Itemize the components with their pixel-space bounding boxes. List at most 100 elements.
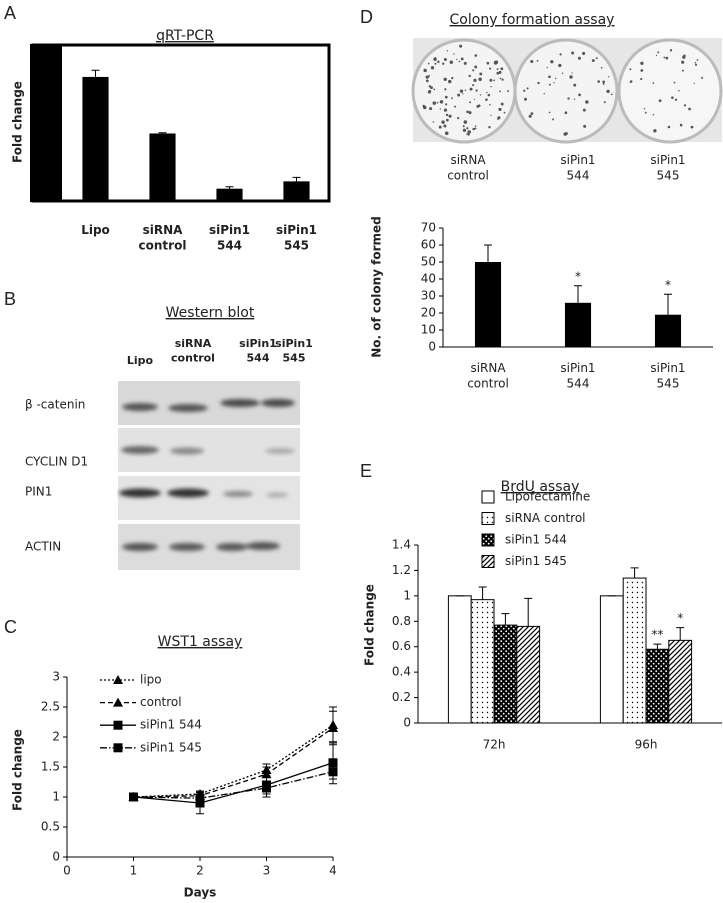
colony-dot xyxy=(693,82,695,84)
colony-dot xyxy=(486,61,490,65)
y-axis-title: No. of colony formed xyxy=(370,216,384,358)
colony-dot xyxy=(606,89,610,94)
bar xyxy=(82,76,109,200)
colony-dot xyxy=(674,98,678,101)
marker xyxy=(328,758,338,768)
colony-dot xyxy=(528,114,532,118)
colony-dot xyxy=(457,117,460,120)
colony-dot xyxy=(497,116,501,120)
y-tick-label: 60 xyxy=(421,238,436,252)
colony-dot xyxy=(445,103,448,106)
colony-dot xyxy=(467,130,471,134)
y-axis-title: Fold change xyxy=(11,81,25,163)
colony-dot xyxy=(468,111,472,115)
colony-dot xyxy=(439,108,442,110)
colony-dot xyxy=(683,54,686,58)
error-bar xyxy=(158,132,167,134)
colony-dot xyxy=(501,78,504,81)
y-tick-label: 20 xyxy=(421,306,436,320)
colony-dot xyxy=(658,99,662,103)
y-tick-label: 0.4 xyxy=(392,665,411,679)
colony-dot xyxy=(469,101,472,104)
colony-dot xyxy=(640,78,643,81)
colony-dot xyxy=(577,56,581,60)
significance: * xyxy=(575,269,581,283)
colony-dot xyxy=(673,81,676,84)
lane-label: siRNA control xyxy=(171,337,215,364)
colony-dot xyxy=(443,77,447,81)
colony-dot xyxy=(548,111,551,114)
colony-dot xyxy=(448,79,452,84)
marker xyxy=(195,793,205,803)
y-tick-label: 0.6 xyxy=(392,639,411,653)
colony-dot xyxy=(500,102,504,106)
colony-dot xyxy=(669,49,673,52)
colony-dot xyxy=(507,90,510,92)
marker xyxy=(113,720,123,730)
y-tick-label: 30 xyxy=(421,289,436,303)
y-tick-label: 0.5 xyxy=(41,820,60,834)
significance: * xyxy=(665,278,671,292)
colony-dot xyxy=(477,104,481,107)
chart-title: BrdU assay xyxy=(501,479,580,495)
blot-row-label: CYCLIN D1 xyxy=(25,455,88,469)
colony-dot xyxy=(629,81,632,84)
x-tick-label: 96h xyxy=(635,738,658,752)
bar xyxy=(283,181,310,200)
y-tick-label: 70 xyxy=(421,221,436,235)
colony-dot xyxy=(462,125,465,128)
colony-dot xyxy=(688,107,691,111)
bar xyxy=(564,302,592,347)
colony-label: siPin1 545 xyxy=(650,153,685,183)
legend-label: siPin1 544 xyxy=(140,718,202,732)
colony-dot xyxy=(433,57,437,61)
line xyxy=(133,727,334,798)
colony-dot xyxy=(487,93,491,97)
lane-label: siPin1 544 xyxy=(239,337,277,364)
colony-dot xyxy=(564,111,568,115)
x-tick-label: Lipo xyxy=(81,223,110,237)
x-tick-label: siPin1 545 xyxy=(650,361,685,391)
colony-dot xyxy=(443,58,447,61)
colony-dot xyxy=(474,79,477,82)
chart-title: WST1 assay xyxy=(158,634,243,650)
legend-label: siRNA control xyxy=(505,511,586,525)
legend-label: lipo xyxy=(140,673,162,687)
colony-dot xyxy=(567,97,570,100)
error-bar xyxy=(574,285,582,303)
colony-dot xyxy=(489,103,491,106)
legend-label: Lipofectamine xyxy=(505,490,590,504)
colony-dot xyxy=(485,98,488,101)
legend-swatch xyxy=(481,490,495,504)
bar xyxy=(493,624,518,724)
colony-dot xyxy=(569,75,573,79)
colony-dot xyxy=(478,78,481,81)
colony-dot xyxy=(665,56,669,60)
bar xyxy=(645,648,670,724)
colony-dot xyxy=(537,81,540,85)
colony-dot xyxy=(548,75,551,79)
colony-dot xyxy=(449,60,454,64)
line xyxy=(133,771,334,799)
marker xyxy=(129,792,138,802)
bar xyxy=(149,133,176,200)
colony-dot xyxy=(446,50,449,52)
colony-dot xyxy=(602,80,606,84)
colony-dot xyxy=(464,89,467,91)
y-tick-label: 0 xyxy=(428,340,436,354)
colony-dot xyxy=(446,118,449,122)
colony-dot xyxy=(425,75,429,79)
x-tick-label: 3 xyxy=(263,864,271,878)
colony-dot xyxy=(451,76,454,80)
colony-dot xyxy=(441,120,445,124)
lane-label: siPin1 545 xyxy=(275,337,313,364)
y-tick-label: 0.8 xyxy=(392,614,411,628)
colony-dot xyxy=(663,56,666,59)
y-tick-label: 0.2 xyxy=(392,690,411,704)
colony-dot xyxy=(583,124,587,128)
colony-dot xyxy=(472,69,475,72)
colony-dot xyxy=(428,85,432,88)
colony-dot xyxy=(466,127,469,130)
legend-swatch xyxy=(481,555,495,568)
colony-dot xyxy=(473,98,476,101)
